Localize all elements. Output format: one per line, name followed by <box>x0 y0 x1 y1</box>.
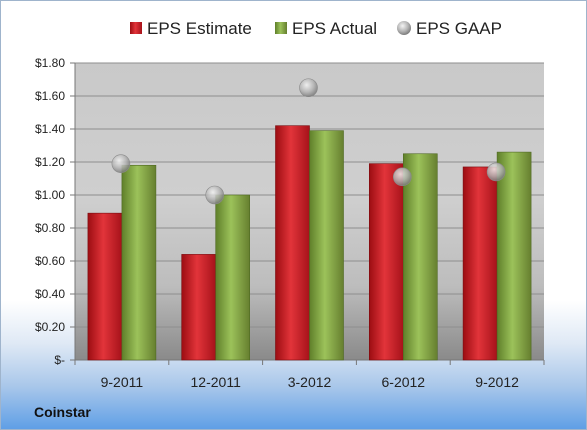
y-tick-label: $- <box>54 353 65 367</box>
y-tick-label: $1.00 <box>35 188 65 202</box>
bars <box>87 125 532 361</box>
x-tick-label: 9-2011 <box>101 374 144 390</box>
legend-swatch-eps-gaap <box>397 21 411 35</box>
x-tick-label: 12-2011 <box>191 374 242 390</box>
y-tick-label: $1.40 <box>35 122 65 136</box>
bar-eps-actual[interactable] <box>402 153 438 361</box>
bar-eps-estimate[interactable] <box>181 254 216 361</box>
marker-eps-gaap[interactable] <box>111 154 131 173</box>
x-axis-labels: 9-2011 12-2011 3-2012 6-2012 9-2012 <box>74 360 545 390</box>
company-name: Coinstar <box>34 404 91 420</box>
y-tick-label: $1.20 <box>35 155 65 169</box>
y-tick-label: $1.60 <box>35 89 65 103</box>
marker-eps-gaap[interactable] <box>486 162 506 182</box>
bar-eps-actual[interactable] <box>215 194 250 361</box>
x-tick-label: 9-2012 <box>475 374 519 390</box>
y-tick-label: $0.40 <box>35 287 65 301</box>
legend-item-eps-gaap[interactable]: EPS GAAP <box>397 19 502 38</box>
bar-eps-actual[interactable] <box>121 165 157 361</box>
bar-eps-actual[interactable] <box>309 130 344 361</box>
bar-eps-estimate[interactable] <box>87 212 123 361</box>
bar-eps-estimate[interactable] <box>368 163 404 361</box>
gaap-markers <box>111 78 506 205</box>
y-axis-ticks: $- $0.20 $0.40 $0.60 $0.80 $1.00 $1.20 $1.40 $1.… <box>35 56 544 367</box>
y-tick-label: $0.80 <box>35 221 65 235</box>
marker-eps-gaap[interactable] <box>392 167 412 187</box>
y-tick-label: $0.60 <box>35 254 65 268</box>
y-tick-label: $1.80 <box>35 56 65 70</box>
legend-item-eps-estimate[interactable]: EPS Estimate <box>130 19 252 38</box>
legend-item-eps-actual[interactable]: EPS Actual <box>275 19 377 38</box>
legend-label-eps-actual: EPS Actual <box>292 19 377 38</box>
legend-label-eps-estimate: EPS Estimate <box>147 19 252 38</box>
marker-eps-gaap[interactable] <box>205 185 224 205</box>
marker-eps-gaap[interactable] <box>299 78 318 98</box>
x-tick-label: 3-2012 <box>288 374 332 390</box>
x-tick-label: 6-2012 <box>382 374 426 390</box>
legend: EPS Estimate EPS Actual EPS GAAP <box>130 19 502 38</box>
y-tick-label: $0.20 <box>35 320 65 334</box>
legend-swatch-eps-estimate <box>130 22 142 34</box>
bar-eps-estimate[interactable] <box>275 125 310 361</box>
legend-label-eps-gaap: EPS GAAP <box>416 19 502 38</box>
legend-swatch-eps-actual <box>275 22 287 34</box>
bar-eps-estimate[interactable] <box>462 166 498 361</box>
bar-eps-actual[interactable] <box>496 151 532 361</box>
